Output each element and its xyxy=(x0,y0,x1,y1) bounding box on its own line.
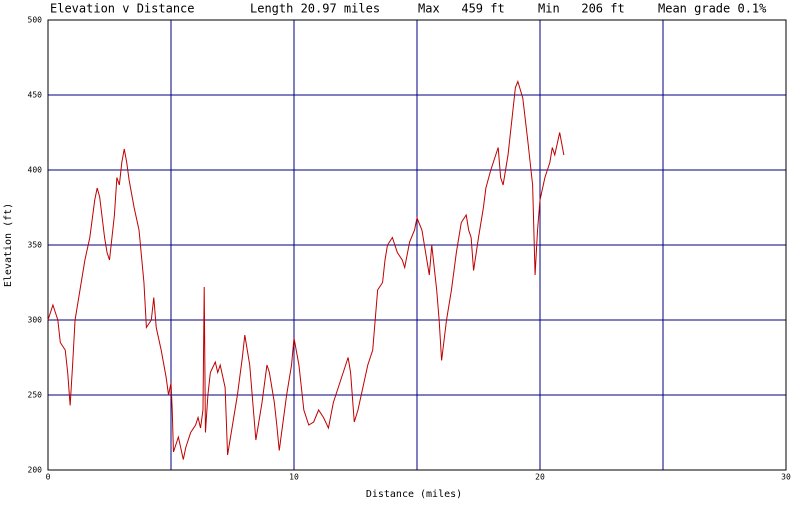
elevation-line xyxy=(47,80,565,460)
y-tick-label: 200 xyxy=(28,466,43,475)
y-tick-label: 500 xyxy=(28,16,43,25)
y-tick-label: 250 xyxy=(28,391,43,400)
y-tick-label: 300 xyxy=(28,316,43,325)
header-stat: Length 20.97 miles xyxy=(250,2,380,16)
x-tick-label: 10 xyxy=(289,473,299,482)
chart-title: Elevation v Distance xyxy=(50,2,195,16)
x-tick-label: 30 xyxy=(781,473,791,482)
header-stat: Max 459 ft xyxy=(418,2,505,16)
plot-frame xyxy=(47,19,787,471)
x-tick-label: 20 xyxy=(535,473,545,482)
header-stat: Mean grade 0.1% xyxy=(658,2,767,16)
y-tick-label: 450 xyxy=(28,91,43,100)
x-axis-label: Distance (miles) xyxy=(366,489,462,500)
y-tick-label: 350 xyxy=(28,241,43,250)
y-tick-label: 400 xyxy=(28,166,43,175)
header-stat: Min 206 ft xyxy=(538,2,625,16)
x-tick-label: 0 xyxy=(46,473,51,482)
y-axis-label: Elevation (ft) xyxy=(3,203,14,287)
